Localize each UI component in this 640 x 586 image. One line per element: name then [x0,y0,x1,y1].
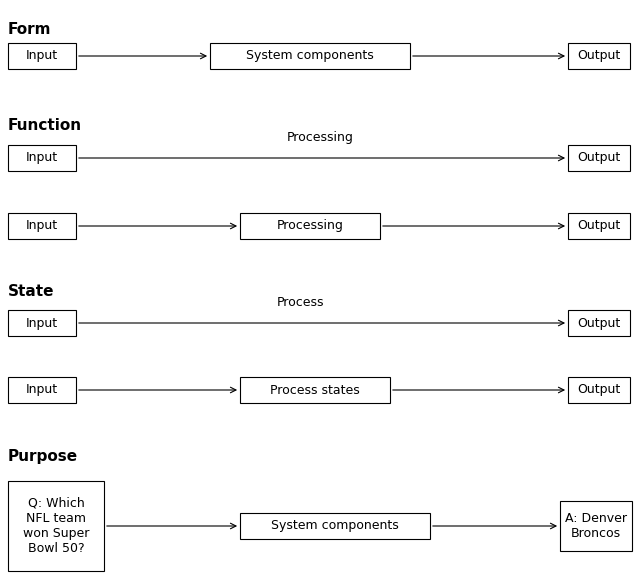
Text: Processing: Processing [287,131,353,144]
Text: System components: System components [246,49,374,63]
Text: Q: Which
NFL team
won Super
Bowl 50?: Q: Which NFL team won Super Bowl 50? [23,497,89,555]
Text: Output: Output [577,316,621,329]
FancyBboxPatch shape [210,43,410,69]
Text: Input: Input [26,316,58,329]
FancyBboxPatch shape [240,377,390,403]
Text: Form: Form [8,22,51,38]
FancyBboxPatch shape [8,43,76,69]
FancyBboxPatch shape [568,43,630,69]
Text: Output: Output [577,220,621,233]
Text: Function: Function [8,118,82,134]
FancyBboxPatch shape [568,213,630,239]
Text: State: State [8,284,54,298]
FancyBboxPatch shape [8,310,76,336]
Text: A: Denver
Broncos: A: Denver Broncos [565,512,627,540]
Text: Purpose: Purpose [8,448,78,464]
Text: Input: Input [26,220,58,233]
FancyBboxPatch shape [240,513,430,539]
Text: Input: Input [26,383,58,397]
Text: Input: Input [26,49,58,63]
Text: System components: System components [271,520,399,533]
FancyBboxPatch shape [8,377,76,403]
FancyBboxPatch shape [568,377,630,403]
FancyBboxPatch shape [568,310,630,336]
Text: Output: Output [577,383,621,397]
Text: Process: Process [276,296,324,309]
Text: Output: Output [577,49,621,63]
Text: Output: Output [577,152,621,165]
Text: Process states: Process states [270,383,360,397]
Text: Input: Input [26,152,58,165]
FancyBboxPatch shape [8,213,76,239]
FancyBboxPatch shape [560,501,632,551]
FancyBboxPatch shape [240,213,380,239]
Text: Processing: Processing [276,220,344,233]
FancyBboxPatch shape [8,145,76,171]
FancyBboxPatch shape [8,481,104,571]
FancyBboxPatch shape [568,145,630,171]
